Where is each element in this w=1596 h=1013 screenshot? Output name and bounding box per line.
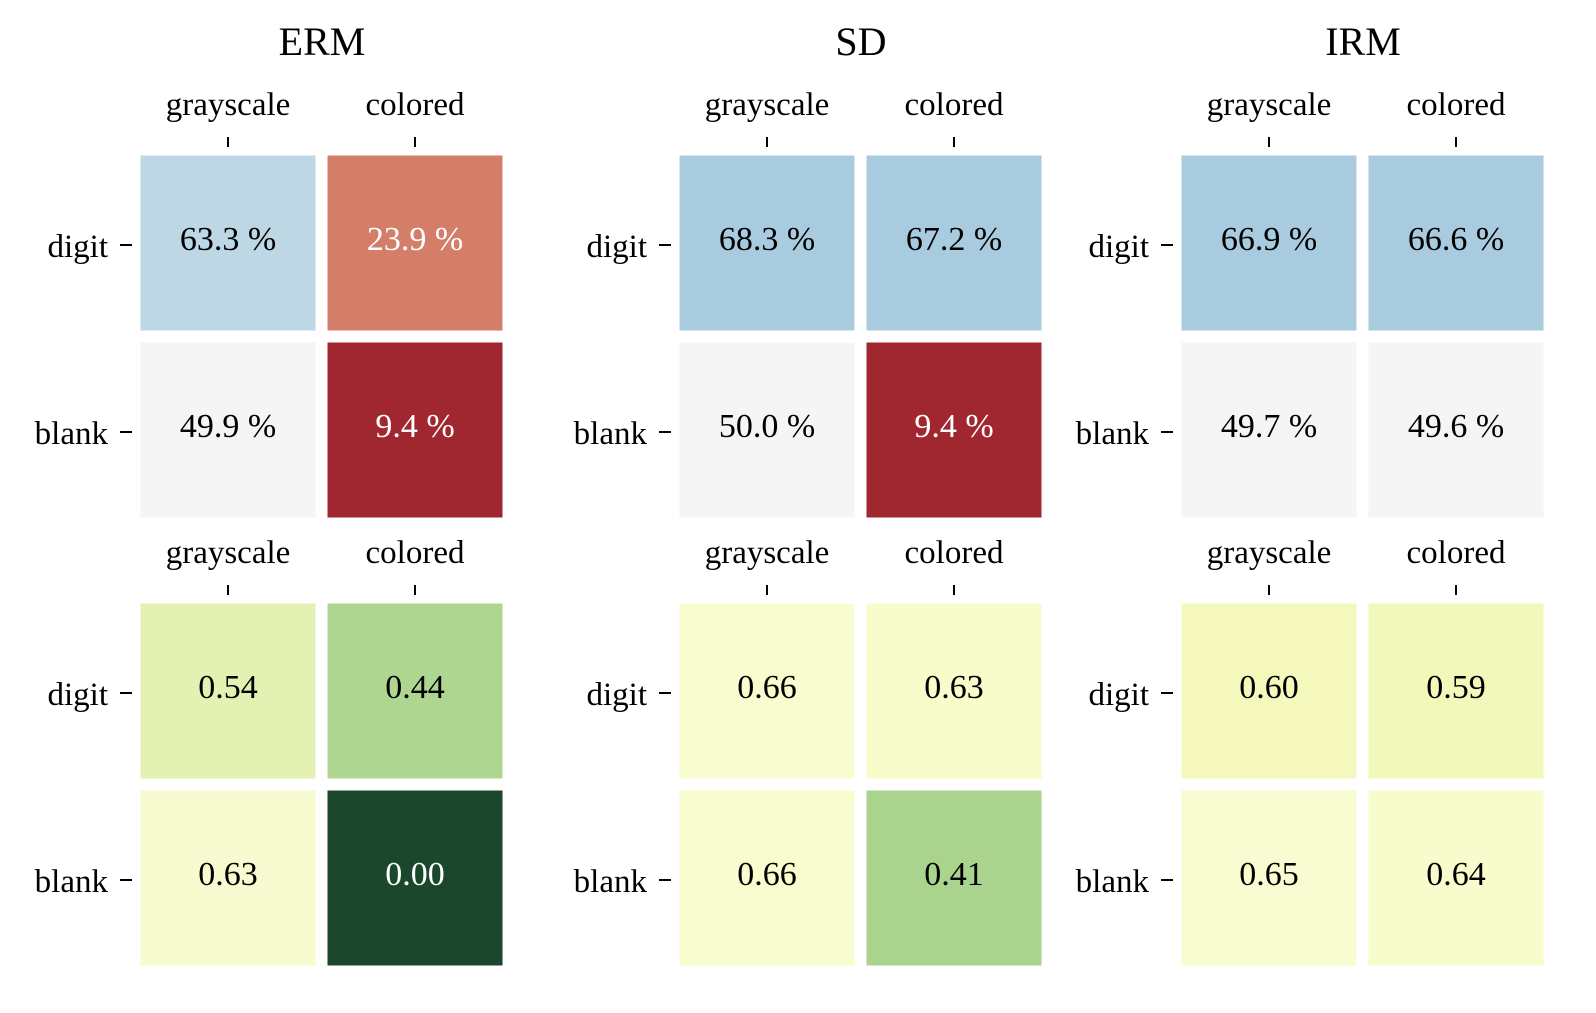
- row-tick-label: digit: [47, 229, 108, 265]
- panel-title: SD: [835, 19, 886, 64]
- column-tick-label: colored: [366, 535, 465, 571]
- cell-value-label: 66.6 %: [1408, 221, 1504, 258]
- heatmap-panel-4: grayscale colored digit blank 0.54 0.44 0.63 0.…: [35, 535, 504, 967]
- heatmap-cell: [865, 154, 1043, 332]
- cell-value-label: 0.64: [1426, 856, 1486, 893]
- panel-title: ERM: [279, 19, 366, 64]
- row-tick-label: digit: [47, 677, 108, 713]
- cell-value-label: 9.4 %: [914, 408, 993, 445]
- heatmap-cell: [1180, 602, 1358, 780]
- heatmap-cell: [1367, 602, 1545, 780]
- heatmap-cell: [326, 154, 504, 332]
- cell-value-label: 49.9 %: [180, 408, 276, 445]
- cell-value-label: 0.65: [1239, 856, 1299, 893]
- cell-value-label: 0.60: [1239, 669, 1299, 706]
- row-tick-label: blank: [1076, 416, 1150, 452]
- cell-value-label: 0.41: [924, 856, 984, 893]
- heatmap-cell: [326, 789, 504, 967]
- heatmap-cell: [865, 602, 1043, 780]
- row-tick-label: digit: [1088, 229, 1149, 265]
- heatmap-cell: [1180, 341, 1358, 519]
- row-tick-label: blank: [574, 864, 648, 900]
- row-tick-label: blank: [574, 416, 648, 452]
- column-tick-label: colored: [1407, 535, 1506, 571]
- row-tick-label: digit: [586, 229, 647, 265]
- heatmap-cell: [678, 602, 856, 780]
- heatmap-cell: [1367, 789, 1545, 967]
- cell-value-label: 49.7 %: [1221, 408, 1317, 445]
- column-tick-label: grayscale: [166, 535, 291, 571]
- cell-value-label: 9.4 %: [375, 408, 454, 445]
- heatmap-panel-3: IRM grayscale colored digit blank 66.9 % 66.6 …: [1076, 19, 1545, 519]
- cell-value-label: 0.59: [1426, 669, 1486, 706]
- column-tick-label: colored: [905, 87, 1004, 123]
- heatmap-cell: [1180, 154, 1358, 332]
- cell-value-label: 67.2 %: [906, 221, 1002, 258]
- heatmap-cell: [139, 602, 317, 780]
- heatmap-panel-6: grayscale colored digit blank 0.60 0.59 0.65 0.…: [1076, 535, 1545, 967]
- cell-value-label: 49.6 %: [1408, 408, 1504, 445]
- cell-value-label: 66.9 %: [1221, 221, 1317, 258]
- heatmap-cell: [865, 341, 1043, 519]
- column-tick-label: colored: [366, 87, 465, 123]
- heatmap-panel-1: ERM grayscale colored digit blank 63.3 % 23.9 …: [35, 19, 504, 519]
- column-tick-label: colored: [1407, 87, 1506, 123]
- heatmap-cell: [326, 602, 504, 780]
- cell-value-label: 0.44: [385, 669, 445, 706]
- heatmap-cell: [139, 341, 317, 519]
- cell-value-label: 0.63: [924, 669, 984, 706]
- row-tick-label: blank: [35, 864, 109, 900]
- column-tick-label: grayscale: [1207, 87, 1332, 123]
- cell-value-label: 0.00: [385, 856, 445, 893]
- cell-value-label: 0.63: [198, 856, 258, 893]
- cell-value-label: 0.66: [737, 669, 797, 706]
- heatmap-cell: [1367, 154, 1545, 332]
- heatmap-cell: [678, 789, 856, 967]
- row-tick-label: digit: [1088, 677, 1149, 713]
- heatmap-cell: [678, 154, 856, 332]
- heatmap-cell: [1367, 341, 1545, 519]
- cell-value-label: 50.0 %: [719, 408, 815, 445]
- column-tick-label: grayscale: [1207, 535, 1332, 571]
- heatmap-cell: [326, 341, 504, 519]
- panel-title: IRM: [1325, 19, 1401, 64]
- cell-value-label: 23.9 %: [367, 221, 463, 258]
- cell-value-label: 0.54: [198, 669, 258, 706]
- column-tick-label: colored: [905, 535, 1004, 571]
- column-tick-label: grayscale: [705, 87, 830, 123]
- row-tick-label: blank: [35, 416, 109, 452]
- heatmap-cell: [865, 789, 1043, 967]
- column-tick-label: grayscale: [705, 535, 830, 571]
- heatmap-cell: [678, 341, 856, 519]
- heatmap-panel-5: grayscale colored digit blank 0.66 0.63 0.66 0.…: [574, 535, 1043, 967]
- heatmap-cell: [1180, 789, 1358, 967]
- row-tick-label: digit: [586, 677, 647, 713]
- cell-value-label: 68.3 %: [719, 221, 815, 258]
- cell-value-label: 0.66: [737, 856, 797, 893]
- heatmap-cell: [139, 789, 317, 967]
- cell-value-label: 63.3 %: [180, 221, 276, 258]
- row-tick-label: blank: [1076, 864, 1150, 900]
- column-tick-label: grayscale: [166, 87, 291, 123]
- heatmap-cell: [139, 154, 317, 332]
